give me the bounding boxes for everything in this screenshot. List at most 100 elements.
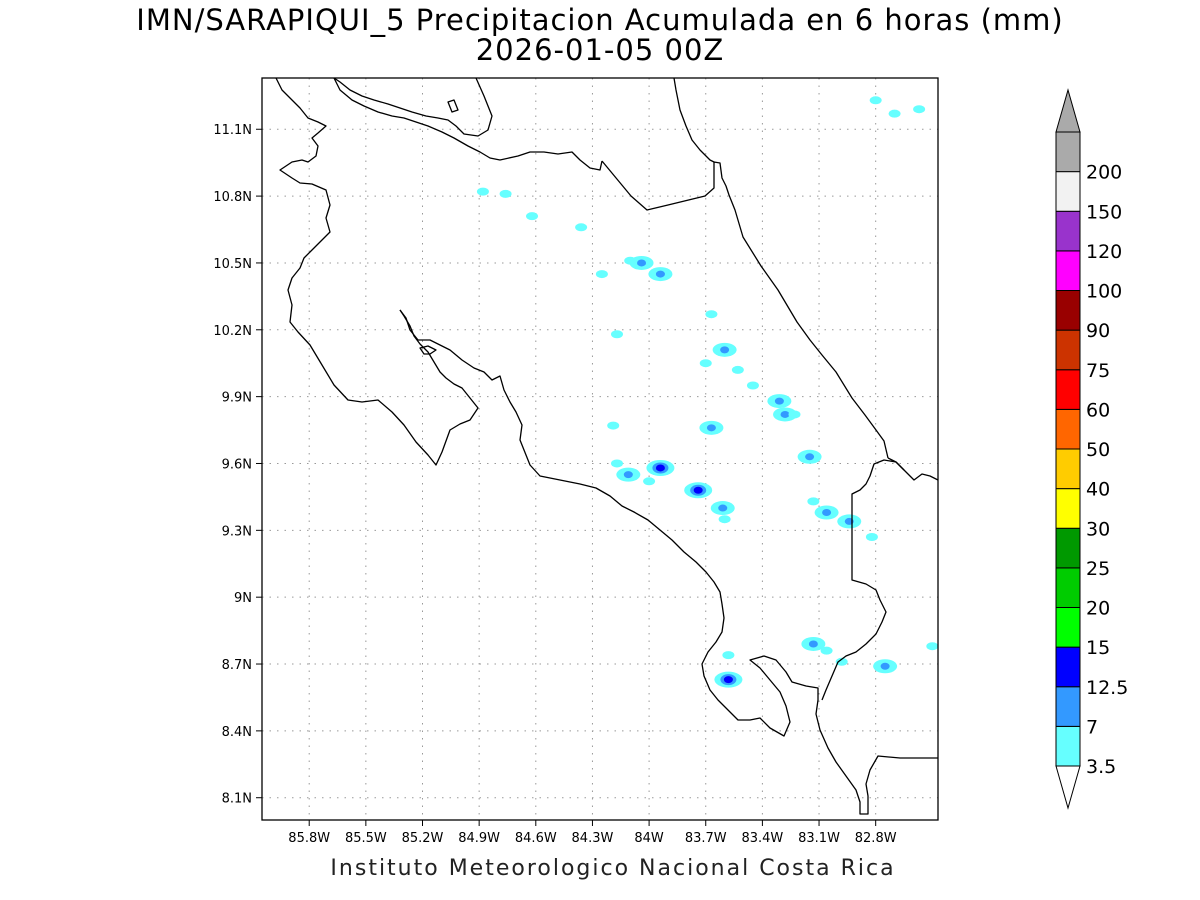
lon-tick-label: 84.6W <box>515 831 557 846</box>
colorbar-swatch <box>1055 290 1081 331</box>
colorbar-level-label: 30 <box>1086 518 1110 540</box>
precip-contour-core <box>693 486 703 494</box>
lat-tick-label: 10.5N <box>213 257 252 272</box>
precip-contour-core <box>607 421 620 430</box>
lon-tick-label: 83.4W <box>741 831 783 846</box>
precip-contour-core <box>623 471 633 479</box>
nicaragua-costa-rica-border <box>601 160 889 459</box>
colorbar-level-label: 12.5 <box>1086 677 1128 699</box>
precip-cell <box>610 330 623 339</box>
precip-contour-core <box>595 270 608 279</box>
colorbar-level-label: 120 <box>1086 241 1122 263</box>
precip-cell <box>607 421 620 430</box>
precip-cell <box>767 394 792 409</box>
colorbar-over-arrow <box>1055 88 1081 133</box>
precip-cell <box>797 449 822 464</box>
precip-cell <box>699 420 724 435</box>
map-valid-time: 2026-01-05 00Z <box>475 33 725 67</box>
precip-contour-core <box>718 504 728 512</box>
colorbar-swatch <box>1055 329 1081 371</box>
precip-contour-core <box>805 453 815 461</box>
lat-tick-label: 9.9N <box>222 391 252 406</box>
colorbar-level-label: 150 <box>1086 201 1122 223</box>
precip-contour-core <box>774 397 784 405</box>
precip-cell <box>865 533 878 542</box>
lat-tick-label: 10.2N <box>213 324 252 339</box>
precip-contour-core <box>880 662 890 670</box>
precip-cell <box>869 96 882 105</box>
lon-tick-label: 85.8W <box>288 831 330 846</box>
precip-cell <box>610 459 623 468</box>
precip-contour-core <box>822 509 832 517</box>
precip-contour-core <box>926 642 938 651</box>
precip-cell <box>684 482 713 499</box>
precip-contour-core <box>865 533 878 542</box>
precip-cell <box>814 505 839 520</box>
precip-cell <box>837 514 862 529</box>
lat-tick-label: 8.1N <box>222 792 252 807</box>
nicaragua-pacific-coast <box>275 78 479 466</box>
precip-cell <box>835 657 848 666</box>
colorbar-level-label: 3.5 <box>1086 756 1116 778</box>
lon-tick-label: 85.5W <box>345 831 387 846</box>
precip-cell <box>888 109 901 118</box>
precip-contour-core <box>723 676 733 684</box>
graticule-grid <box>262 78 938 820</box>
colorbar-swatch <box>1055 488 1081 529</box>
precip-cell <box>499 189 512 198</box>
precip-cell <box>476 187 489 196</box>
precip-contour-core <box>835 657 848 666</box>
precipitation-field <box>476 96 938 688</box>
colorbar-level-label: 90 <box>1086 320 1110 342</box>
precip-contour-core <box>655 464 665 472</box>
precip-contour-core <box>499 189 512 198</box>
lon-tick-label: 83.1W <box>798 831 840 846</box>
lon-tick-label: 84W <box>634 831 664 846</box>
precip-contour-core <box>655 270 665 278</box>
precip-cell <box>646 459 675 476</box>
lat-tick-label: 9N <box>234 591 252 606</box>
lat-tick-label: 9.6N <box>222 457 252 472</box>
nicoya-gulf-coast <box>399 309 938 815</box>
lat-tick-label: 11.1N <box>213 123 252 138</box>
colorbar-swatch <box>1055 448 1081 490</box>
colorbar-legend: 3.5 7 12.5 15 20 25 30 40 50 60 75 90 100 120 150 200 <box>1055 88 1128 810</box>
precip-cell <box>718 515 731 524</box>
precip-cell <box>807 497 820 506</box>
precip-contour-core <box>610 459 623 468</box>
lon-tick-label: 82.8W <box>855 831 897 846</box>
precip-contour-core <box>913 105 926 114</box>
colorbar-level-label: 20 <box>1086 598 1110 620</box>
precip-contour-core <box>476 187 489 196</box>
colorbar-swatch <box>1055 527 1081 569</box>
chira-island <box>419 345 437 355</box>
precip-contour-core <box>720 346 730 354</box>
lat-tick-label: 8.7N <box>222 658 252 673</box>
lat-tick-label: 10.8N <box>213 190 252 205</box>
colorbar-swatch <box>1055 725 1081 767</box>
caribbean-coast-north <box>673 78 715 163</box>
precip-cell <box>629 255 654 270</box>
precip-contour-core <box>780 410 790 418</box>
precip-contour-core <box>575 223 588 232</box>
precip-contour-core <box>788 410 801 419</box>
plot-frame <box>261 77 939 821</box>
precip-cell <box>595 270 608 279</box>
colorbar-swatch <box>1055 131 1081 173</box>
colorbar-swatch <box>1055 250 1081 291</box>
lon-tick-label: 84.9W <box>458 831 500 846</box>
colorbar-level-label: 50 <box>1086 439 1110 461</box>
costa-rica-panama-border <box>821 459 905 701</box>
colorbar-swatch <box>1055 369 1081 410</box>
precip-cell <box>648 267 673 282</box>
precip-cell <box>575 223 588 232</box>
colorbar-level-label: 40 <box>1086 479 1110 501</box>
precip-contour-core <box>722 651 735 660</box>
precip-contour-core <box>746 381 759 390</box>
colorbar-swatch <box>1055 171 1081 212</box>
precip-contour-core <box>526 212 539 221</box>
precip-contour-core <box>699 359 712 368</box>
lon-tick-label: 83.7W <box>685 831 727 846</box>
precip-contour-core <box>637 259 647 267</box>
